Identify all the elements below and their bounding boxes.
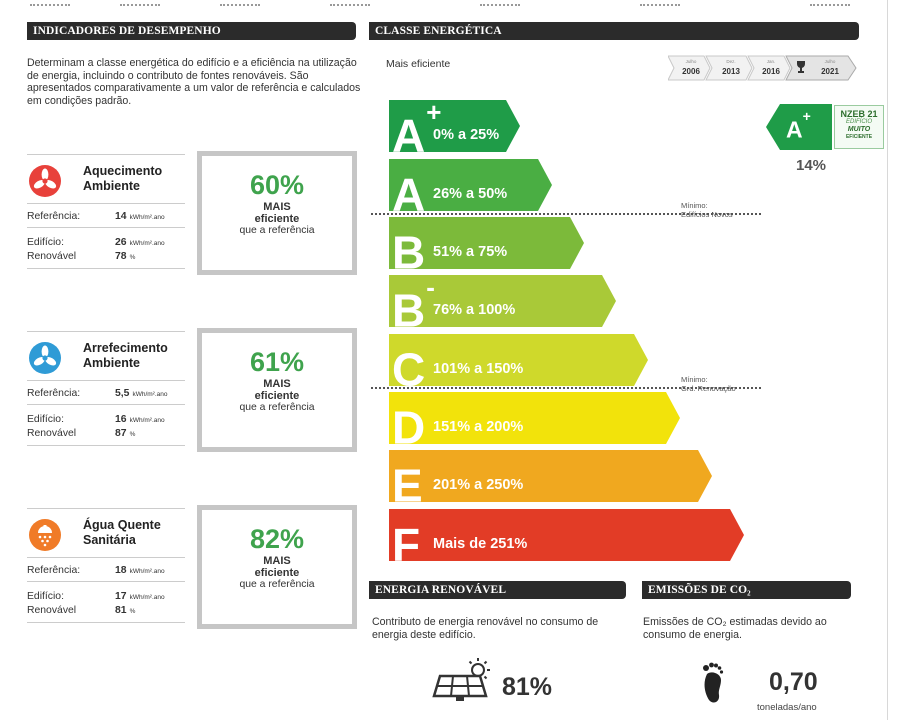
achieved-class-badge: A+ <box>766 104 886 150</box>
row-divider <box>27 227 185 228</box>
emissions-description: Emissões de CO₂ estimadas devido ao cons… <box>643 616 827 641</box>
service-hot-water: Água Quente Sanitária Referência: 18 kWh/m… <box>27 505 357 638</box>
row-divider <box>27 445 185 446</box>
efficiency-box: 61% MAIS eficiente que a referência <box>197 328 357 452</box>
class-letter: A <box>392 168 426 221</box>
class-letter: C <box>392 343 426 396</box>
emissions-header: EMISSÕES DE CO₂ <box>642 581 851 599</box>
footprint-icon <box>698 660 728 704</box>
row-divider <box>27 622 185 623</box>
efficiency-reference-text: que a referência <box>239 579 315 590</box>
badge-letter: A+ <box>786 108 811 143</box>
efficiency-box: 60% MAIS eficiente que a referência <box>197 151 357 275</box>
service-cooling: Arrefecimento Ambiente Referência: 5,5 kWh… <box>27 328 357 461</box>
efficiency-mais: MAIS <box>263 378 291 390</box>
class-range: 51% a 75% <box>433 244 508 260</box>
class-bar-e: E 201% a 250% <box>389 450 713 508</box>
service-title: Arrefecimento Ambiente <box>83 341 168 370</box>
achieved-class-percent: 14% <box>796 157 827 174</box>
timeline-step: Dez. 2013 <box>722 59 740 76</box>
class-range: 0% a 25% <box>433 127 500 143</box>
class-range: 151% a 200% <box>433 419 524 435</box>
class-letter: F <box>392 518 421 571</box>
more-efficient-label: Mais eficiente <box>386 58 451 70</box>
class-letter: E <box>392 459 423 512</box>
class-bar-c: C 101% a 150% <box>389 334 649 392</box>
class-arrow-shape <box>389 450 712 502</box>
renewable-description: Contributo de energia renovável no consu… <box>372 616 599 641</box>
nzeb-seal: NZEB 21 EDIFÍCIO MUITO EFICIENTE <box>834 105 884 149</box>
class-arrow-shape <box>389 509 744 561</box>
class-bar-b-minus: B- 76% a 100% <box>389 272 617 333</box>
class-arrow-shape <box>389 159 552 211</box>
timeline-step: Jan. 2016 <box>762 59 780 76</box>
class-range: 76% a 100% <box>433 302 516 318</box>
efficiency-eficiente: eficiente <box>254 567 300 579</box>
trophy-icon <box>796 60 806 74</box>
timeline-step: Julho 2006 <box>682 59 700 76</box>
class-bar-b: B 51% a 75% <box>389 217 585 275</box>
row-divider <box>27 404 185 405</box>
cropped-top-edge <box>0 0 917 8</box>
class-arrow-shape <box>389 334 648 386</box>
timeline-step-current: Julho 2021 <box>821 59 839 76</box>
renewable-header: ENERGIA RENOVÁVEL <box>369 581 626 599</box>
emissions-unit: toneladas/ano <box>757 702 817 713</box>
service-title-box: Água Quente Sanitária <box>27 508 185 558</box>
row-divider <box>27 268 185 269</box>
class-bar-f: F Mais de 251% <box>389 509 745 567</box>
renewable-value: 81% <box>502 673 553 701</box>
energy-class-header: CLASSE ENERGÉTICA <box>369 22 859 40</box>
performance-header: INDICADORES DE DESEMPENHO <box>27 22 356 40</box>
class-arrow-shape <box>389 275 616 327</box>
service-title-box: Arrefecimento Ambiente <box>27 331 185 381</box>
service-heating: Aquecimento Ambiente Referência: 14 kWh/m²… <box>27 151 357 284</box>
row-divider <box>27 581 185 582</box>
service-title: Água Quente Sanitária <box>83 518 161 547</box>
regulation-timeline: Julho 2006 Dez. 2013 Jan. 2016 Julho 2021 <box>668 55 858 81</box>
service-title: Aquecimento Ambiente <box>83 164 163 193</box>
efficiency-percent: 82% <box>249 524 305 554</box>
efficiency-box: 82% MAIS eficiente que a referência <box>197 505 357 629</box>
hot-water-icon <box>29 519 61 551</box>
solar-panel-icon <box>432 656 498 702</box>
min-renovation-line <box>371 387 761 389</box>
min-renovation-label: Mínimo: Grd. Renovação <box>681 375 736 393</box>
class-letter: D <box>392 401 426 454</box>
efficiency-eficiente: eficiente <box>254 390 300 402</box>
class-range: Mais de 251% <box>433 536 528 552</box>
class-range: 26% a 50% <box>433 186 508 202</box>
efficiency-percent: 61% <box>249 347 305 377</box>
heating-fan-icon <box>29 165 61 197</box>
cooling-fan-icon <box>29 342 61 374</box>
class-letter: B- <box>392 272 435 337</box>
efficiency-mais: MAIS <box>263 555 291 567</box>
class-range: 201% a 250% <box>433 477 524 493</box>
efficiency-eficiente: eficiente <box>254 213 300 225</box>
class-arrow-shape <box>389 392 680 444</box>
efficiency-reference-text: que a referência <box>239 402 315 413</box>
efficiency-percent: 60% <box>249 170 305 200</box>
min-new-buildings-label: Mínimo: Edifícios Novos <box>681 201 733 219</box>
page-edge-divider <box>887 0 888 720</box>
class-letter: A+ <box>392 97 442 162</box>
min-new-buildings-line <box>371 213 761 215</box>
class-bar-d: D 151% a 200% <box>389 392 681 450</box>
performance-intro: Determinam a classe energética do edifíc… <box>27 57 361 107</box>
badge-arrow-shape <box>766 104 832 150</box>
service-title-box: Aquecimento Ambiente <box>27 154 185 204</box>
class-bar-a: A 26% a 50% <box>389 159 553 217</box>
emissions-value: 0,70 <box>769 668 818 696</box>
class-arrow-shape <box>389 217 584 269</box>
class-arrow-shape <box>389 100 520 152</box>
efficiency-reference-text: que a referência <box>239 225 315 236</box>
class-bar-a-plus: A+ 0% a 25% <box>389 97 521 158</box>
class-range: 101% a 150% <box>433 361 524 377</box>
efficiency-mais: MAIS <box>263 201 291 213</box>
class-letter: B <box>392 226 426 279</box>
